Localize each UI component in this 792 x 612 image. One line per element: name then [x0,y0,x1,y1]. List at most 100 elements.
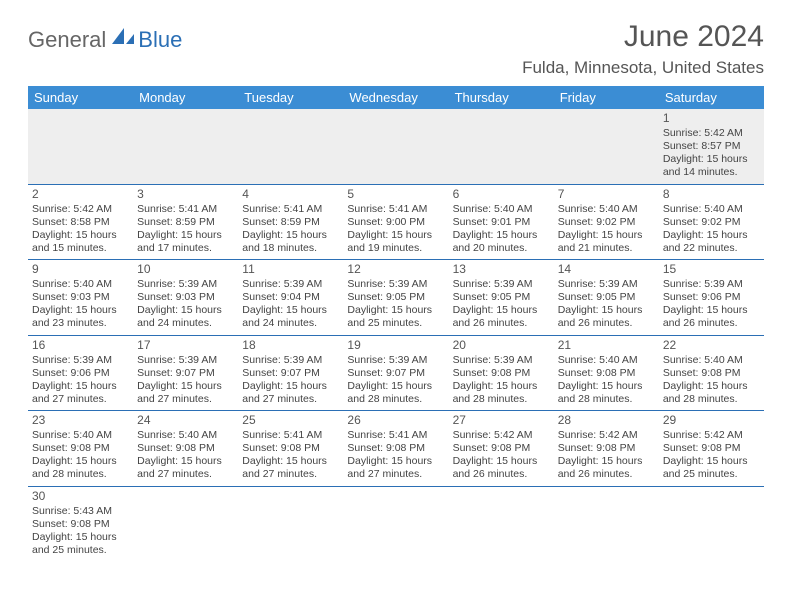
daylight-line: Daylight: 15 hours and 27 minutes. [242,380,339,406]
daylight-line: Daylight: 15 hours and 19 minutes. [347,229,444,255]
day-number: 21 [558,338,655,353]
sunrise-line: Sunrise: 5:40 AM [558,203,655,216]
daylight-line: Daylight: 15 hours and 28 minutes. [32,455,129,481]
day-number: 17 [137,338,234,353]
page-title: June 2024 [522,20,764,54]
daylight-line: Daylight: 15 hours and 24 minutes. [242,304,339,330]
calendar-empty [343,109,448,184]
sunrise-line: Sunrise: 5:42 AM [663,127,760,140]
daylight-line: Daylight: 15 hours and 26 minutes. [453,455,550,481]
sunrise-line: Sunrise: 5:41 AM [242,203,339,216]
daylight-line: Daylight: 15 hours and 22 minutes. [663,229,760,255]
calendar-empty [449,486,554,561]
calendar-day: 26Sunrise: 5:41 AMSunset: 9:08 PMDayligh… [343,411,448,487]
daylight-line: Daylight: 15 hours and 26 minutes. [453,304,550,330]
weekday-header: Thursday [449,86,554,109]
weekday-header: Saturday [659,86,764,109]
sunrise-line: Sunrise: 5:39 AM [32,354,129,367]
calendar-empty [659,486,764,561]
calendar-day: 15Sunrise: 5:39 AMSunset: 9:06 PMDayligh… [659,260,764,336]
calendar-day: 4Sunrise: 5:41 AMSunset: 8:59 PMDaylight… [238,184,343,260]
sunrise-line: Sunrise: 5:40 AM [558,354,655,367]
daylight-line: Daylight: 15 hours and 27 minutes. [347,455,444,481]
sunset-line: Sunset: 9:03 PM [137,291,234,304]
calendar-day: 18Sunrise: 5:39 AMSunset: 9:07 PMDayligh… [238,335,343,411]
sunrise-line: Sunrise: 5:39 AM [137,354,234,367]
sunrise-line: Sunrise: 5:40 AM [663,203,760,216]
daylight-line: Daylight: 15 hours and 27 minutes. [242,455,339,481]
calendar-empty [554,486,659,561]
sunrise-line: Sunrise: 5:39 AM [663,278,760,291]
calendar-day: 10Sunrise: 5:39 AMSunset: 9:03 PMDayligh… [133,260,238,336]
sunset-line: Sunset: 9:05 PM [453,291,550,304]
sunrise-line: Sunrise: 5:39 AM [558,278,655,291]
calendar-day: 13Sunrise: 5:39 AMSunset: 9:05 PMDayligh… [449,260,554,336]
calendar-day: 12Sunrise: 5:39 AMSunset: 9:05 PMDayligh… [343,260,448,336]
calendar-day: 6Sunrise: 5:40 AMSunset: 9:01 PMDaylight… [449,184,554,260]
sunrise-line: Sunrise: 5:39 AM [137,278,234,291]
sunset-line: Sunset: 8:57 PM [663,140,760,153]
day-number: 12 [347,262,444,277]
sunset-line: Sunset: 9:01 PM [453,216,550,229]
location: Fulda, Minnesota, United States [522,58,764,78]
calendar-day: 8Sunrise: 5:40 AMSunset: 9:02 PMDaylight… [659,184,764,260]
sunset-line: Sunset: 9:02 PM [558,216,655,229]
daylight-line: Daylight: 15 hours and 27 minutes. [137,380,234,406]
day-number: 22 [663,338,760,353]
daylight-line: Daylight: 15 hours and 26 minutes. [663,304,760,330]
calendar-week: 30Sunrise: 5:43 AMSunset: 9:08 PMDayligh… [28,486,764,561]
weekday-header: Friday [554,86,659,109]
calendar-day: 24Sunrise: 5:40 AMSunset: 9:08 PMDayligh… [133,411,238,487]
sunset-line: Sunset: 9:08 PM [453,442,550,455]
calendar-day: 5Sunrise: 5:41 AMSunset: 9:00 PMDaylight… [343,184,448,260]
sunset-line: Sunset: 9:07 PM [347,367,444,380]
sunset-line: Sunset: 9:08 PM [242,442,339,455]
sunset-line: Sunset: 9:00 PM [347,216,444,229]
calendar-day: 17Sunrise: 5:39 AMSunset: 9:07 PMDayligh… [133,335,238,411]
daylight-line: Daylight: 15 hours and 28 minutes. [347,380,444,406]
daylight-line: Daylight: 15 hours and 26 minutes. [558,304,655,330]
sunrise-line: Sunrise: 5:39 AM [347,278,444,291]
day-number: 3 [137,187,234,202]
sunrise-line: Sunrise: 5:42 AM [32,203,129,216]
logo: General Blue [28,20,182,54]
calendar-day: 20Sunrise: 5:39 AMSunset: 9:08 PMDayligh… [449,335,554,411]
sunset-line: Sunset: 9:04 PM [242,291,339,304]
daylight-line: Daylight: 15 hours and 27 minutes. [32,380,129,406]
daylight-line: Daylight: 15 hours and 15 minutes. [32,229,129,255]
sunset-line: Sunset: 9:08 PM [32,518,129,531]
sunset-line: Sunset: 9:08 PM [453,367,550,380]
sunrise-line: Sunrise: 5:39 AM [453,354,550,367]
daylight-line: Daylight: 15 hours and 18 minutes. [242,229,339,255]
daylight-line: Daylight: 15 hours and 21 minutes. [558,229,655,255]
calendar-week: 16Sunrise: 5:39 AMSunset: 9:06 PMDayligh… [28,335,764,411]
calendar-day: 28Sunrise: 5:42 AMSunset: 9:08 PMDayligh… [554,411,659,487]
sunrise-line: Sunrise: 5:40 AM [453,203,550,216]
day-number: 27 [453,413,550,428]
sunrise-line: Sunrise: 5:40 AM [32,278,129,291]
sunset-line: Sunset: 9:08 PM [347,442,444,455]
day-number: 29 [663,413,760,428]
calendar-week: 23Sunrise: 5:40 AMSunset: 9:08 PMDayligh… [28,411,764,487]
calendar-day: 25Sunrise: 5:41 AMSunset: 9:08 PMDayligh… [238,411,343,487]
calendar-empty [238,109,343,184]
weekday-header: Sunday [28,86,133,109]
sunrise-line: Sunrise: 5:39 AM [242,354,339,367]
calendar-day: 1Sunrise: 5:42 AMSunset: 8:57 PMDaylight… [659,109,764,184]
sunrise-line: Sunrise: 5:41 AM [347,203,444,216]
weekday-header: Monday [133,86,238,109]
day-number: 10 [137,262,234,277]
calendar-day: 22Sunrise: 5:40 AMSunset: 9:08 PMDayligh… [659,335,764,411]
logo-text-2: Blue [138,27,182,53]
calendar-empty [133,109,238,184]
calendar-day: 21Sunrise: 5:40 AMSunset: 9:08 PMDayligh… [554,335,659,411]
sunrise-line: Sunrise: 5:43 AM [32,505,129,518]
weekday-header: Wednesday [343,86,448,109]
sunrise-line: Sunrise: 5:41 AM [347,429,444,442]
calendar-day: 3Sunrise: 5:41 AMSunset: 8:59 PMDaylight… [133,184,238,260]
sunset-line: Sunset: 9:07 PM [242,367,339,380]
day-number: 9 [32,262,129,277]
daylight-line: Daylight: 15 hours and 17 minutes. [137,229,234,255]
calendar-day: 29Sunrise: 5:42 AMSunset: 9:08 PMDayligh… [659,411,764,487]
sunset-line: Sunset: 9:02 PM [663,216,760,229]
